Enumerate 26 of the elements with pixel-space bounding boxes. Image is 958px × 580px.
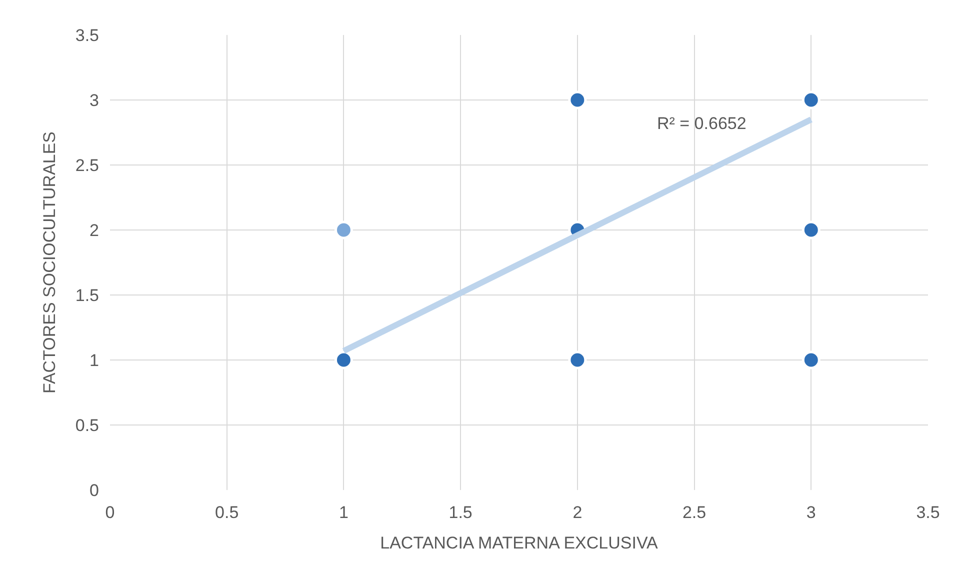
point: [568, 90, 587, 110]
point: [334, 350, 353, 370]
point: [568, 350, 587, 370]
point: [334, 220, 353, 240]
x-tick-label: 2: [572, 503, 582, 522]
y-tick-label: 0.5: [75, 416, 99, 435]
x-tick-label: 3: [806, 503, 816, 522]
point: [802, 220, 820, 240]
x-tick-label: 3.5: [916, 503, 940, 522]
y-tick-label: 3.5: [75, 26, 99, 45]
point: [802, 350, 820, 370]
y-tick-label: 3: [90, 90, 99, 110]
x-tick-label: 1.5: [448, 503, 472, 522]
y-tick-label: 1: [90, 350, 99, 370]
x-tick-label: 2.5: [682, 503, 706, 522]
x-tick-label: 0.5: [215, 503, 239, 522]
y-tick-label: 0: [90, 480, 99, 500]
y-tick-label: 2: [90, 220, 99, 240]
x-tick-label: 0: [105, 503, 115, 522]
y-axis-title: FACTORES SOCIOCULTURALES: [40, 132, 59, 394]
y-tick-label: 2.5: [75, 156, 99, 175]
x-tick-label: 1: [338, 503, 348, 522]
y-tick-label: 1.5: [75, 286, 99, 305]
annotation: R² = 0.6652: [657, 114, 746, 133]
x-axis-title: LACTANCIA MATERNA EXCLUSIVA: [380, 533, 659, 552]
point: [802, 90, 820, 110]
